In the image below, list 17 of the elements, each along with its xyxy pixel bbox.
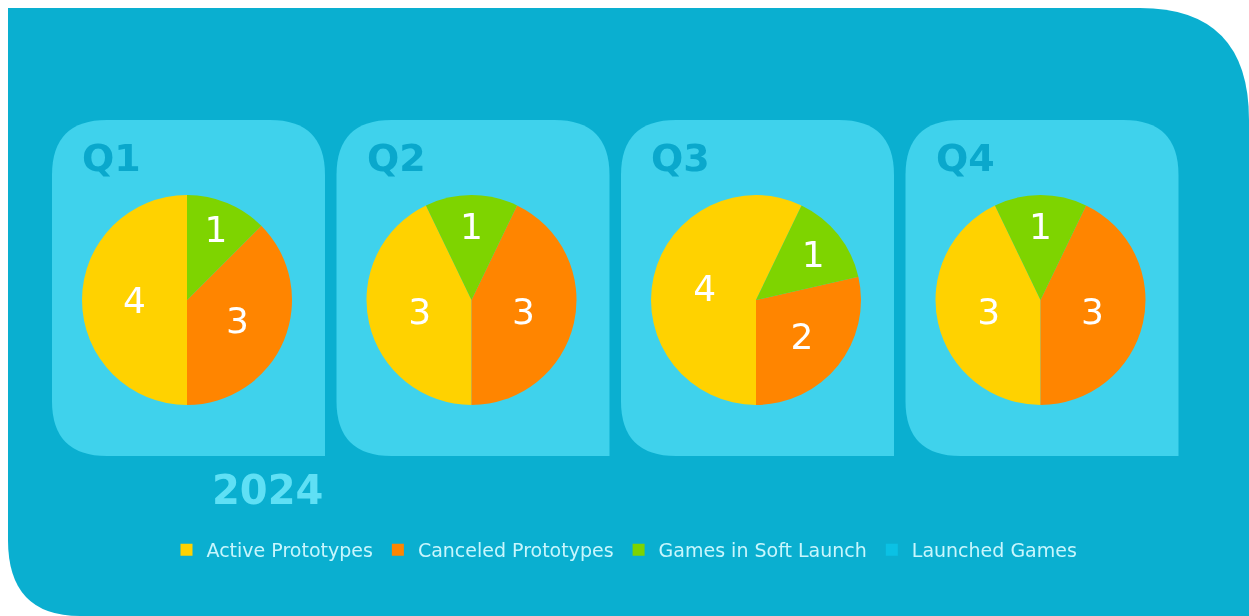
legend-label: Canceled Prototypes: [417, 539, 614, 562]
legend-label: Launched Games: [911, 539, 1077, 562]
data-label: 4: [123, 279, 146, 321]
data-label: 1: [460, 206, 483, 248]
data-label: 3: [225, 300, 249, 342]
data-label: 3: [1080, 291, 1104, 333]
data-label: 3: [977, 291, 1001, 333]
legend-label: Games in Soft Launch: [658, 539, 867, 562]
data-label: 3: [511, 291, 535, 333]
data-label: 4: [693, 267, 717, 309]
data-label: 1: [204, 209, 228, 251]
data-label: 1: [1029, 206, 1052, 248]
data-label: 2: [790, 316, 814, 358]
data-label: 3: [408, 291, 432, 333]
legend-label: Active Prototypes: [206, 539, 373, 562]
data-label: 1: [801, 233, 825, 275]
text: 2024: [212, 467, 324, 513]
